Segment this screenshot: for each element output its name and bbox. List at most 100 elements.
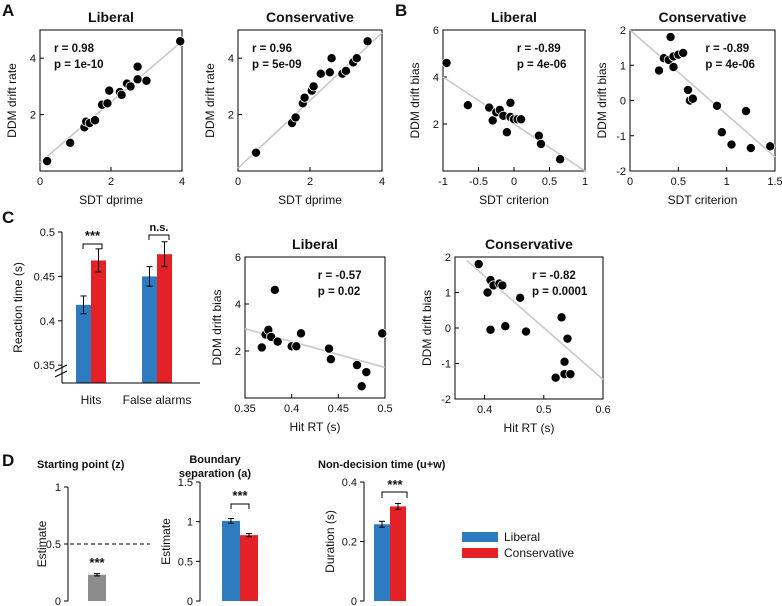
x-tick-label: 0 (511, 176, 517, 188)
bar-conservative (157, 254, 172, 383)
chart-title: Liberal (292, 236, 338, 252)
y-tick-label: 4 (235, 299, 241, 311)
x-category-label: False alarms (123, 393, 192, 407)
data-point (295, 328, 306, 339)
data-point (683, 84, 694, 95)
x-tick-label: 0 (37, 176, 43, 188)
data-point (515, 292, 526, 303)
data-point (356, 381, 367, 392)
y-tick-label: 0.5 (40, 227, 55, 239)
y-tick-label: -2 (616, 166, 626, 178)
x-tick-label: 0.5 (671, 176, 686, 188)
legend-conservative-swatch (462, 548, 498, 558)
y-tick-label: 0.2 (342, 537, 357, 549)
data-point (765, 141, 776, 152)
y-tick-label: 0 (445, 323, 451, 335)
x-axis-label: Hit RT (s) (290, 420, 341, 434)
y-tick-label: 1 (620, 60, 626, 72)
x-axis-label: SDT criterion (668, 193, 738, 207)
stat-p: p = 0.02 (318, 286, 361, 298)
data-point (500, 321, 511, 332)
y-axis-label: DDM drift bias (420, 290, 434, 366)
data-point (559, 356, 570, 367)
chart-a-conservative: Conservative 0 2 4 2 4 SDT dprime DDM drift rat… (203, 9, 385, 207)
panel-label-b: B (395, 1, 407, 20)
x-tick-label: 0.35 (234, 403, 255, 415)
y-tick-label: -1 (616, 131, 626, 143)
panel-label-d: D (2, 451, 14, 470)
data-point (678, 47, 689, 58)
data-point (462, 100, 473, 111)
data-point (665, 32, 676, 43)
data-point (562, 333, 573, 344)
stat-r: r = 0.98 (54, 43, 95, 55)
data-point (125, 81, 136, 92)
data-point (361, 367, 372, 378)
x-tick-label: 4 (379, 176, 385, 188)
data-point (377, 328, 388, 339)
significance-label: *** (85, 228, 101, 243)
y-axis-label: DDM drift rate (5, 63, 19, 138)
y-axis-label: Reaction time (s) (11, 262, 25, 353)
x-axis-label: Hit RT (s) (504, 421, 555, 435)
significance-label: *** (387, 477, 403, 492)
bar-conservative (390, 506, 406, 601)
data-point (550, 372, 561, 383)
bar-starting-point (88, 574, 106, 601)
y-tick-label: 6 (433, 25, 439, 37)
data-point (315, 68, 326, 79)
y-tick-label: 1 (55, 482, 61, 494)
y-tick-label: 0 (187, 596, 193, 606)
data-point (484, 102, 495, 113)
x-tick-label: 0.4 (477, 404, 492, 416)
x-axis-label: SDT dprime (278, 193, 342, 207)
chart-title: Conservative (485, 236, 573, 252)
chart-title: Boundary (189, 454, 241, 466)
data-point (501, 127, 512, 138)
chart-a-liberal: Liberal 0 2 4 2 4 SDT dprime DDM drift rate r = … (5, 9, 186, 207)
y-tick-label: 0.4 (342, 477, 357, 489)
chart-c-reaction-time: 0.35 0.4 0.45 0.5 Reaction time (s) Hits False… (11, 222, 200, 407)
stat-r: r = -0.57 (318, 270, 362, 282)
stat-r: r = -0.89 (705, 43, 749, 55)
y-tick-label: 1 (445, 288, 451, 300)
chart-c-conservative: Conservative 0.4 0.5 0.6 -2 -1 0 1 2 Hit RT (s) DD… (420, 236, 611, 435)
legend-liberal-label: Liberal (504, 530, 540, 544)
data-point (668, 62, 679, 73)
data-point (326, 53, 337, 64)
data-point (482, 287, 493, 298)
x-tick-label: 1.5 (767, 176, 782, 188)
y-tick-label: 2 (228, 110, 234, 122)
stat-p: p = 0.0001 (532, 286, 588, 298)
chart-title: Starting point (z) (37, 459, 125, 471)
y-tick-label: 2 (235, 346, 241, 358)
data-point (712, 100, 723, 111)
data-point (565, 369, 576, 380)
data-point (269, 284, 280, 295)
data-point (351, 53, 362, 64)
y-axis-label: DDM drift bias (408, 62, 422, 138)
chart-b-liberal: Liberal -1 -0.5 0 0.5 1 2 4 6 SDT criterion DDM dr… (408, 9, 588, 207)
data-point (340, 65, 351, 76)
y-tick-label: 0 (55, 596, 61, 606)
y-tick-label: 0.5 (46, 539, 61, 551)
x-tick-label: 0.45 (328, 403, 349, 415)
data-point (533, 130, 544, 141)
data-point (250, 147, 261, 158)
legend-liberal-swatch (462, 532, 498, 542)
chart-d-non-decision-time: 0 0.2 0.4 Duration (s) Non-decision time (u+… (318, 459, 446, 606)
data-point (291, 341, 302, 352)
data-point (102, 98, 113, 109)
chart-title-line2: separation (a) (179, 468, 251, 480)
significance-label: *** (232, 488, 248, 503)
panel-label-c: C (2, 208, 14, 227)
data-point (351, 360, 362, 371)
y-tick-label: 2 (433, 119, 439, 131)
stat-r: r = 0.96 (252, 43, 292, 55)
x-tick-label: -0.5 (469, 176, 488, 188)
data-point (535, 138, 546, 149)
data-point (556, 312, 567, 323)
stat-r: r = -0.89 (517, 43, 561, 55)
x-tick-label: 1 (582, 176, 588, 188)
significance-label: *** (89, 555, 105, 570)
